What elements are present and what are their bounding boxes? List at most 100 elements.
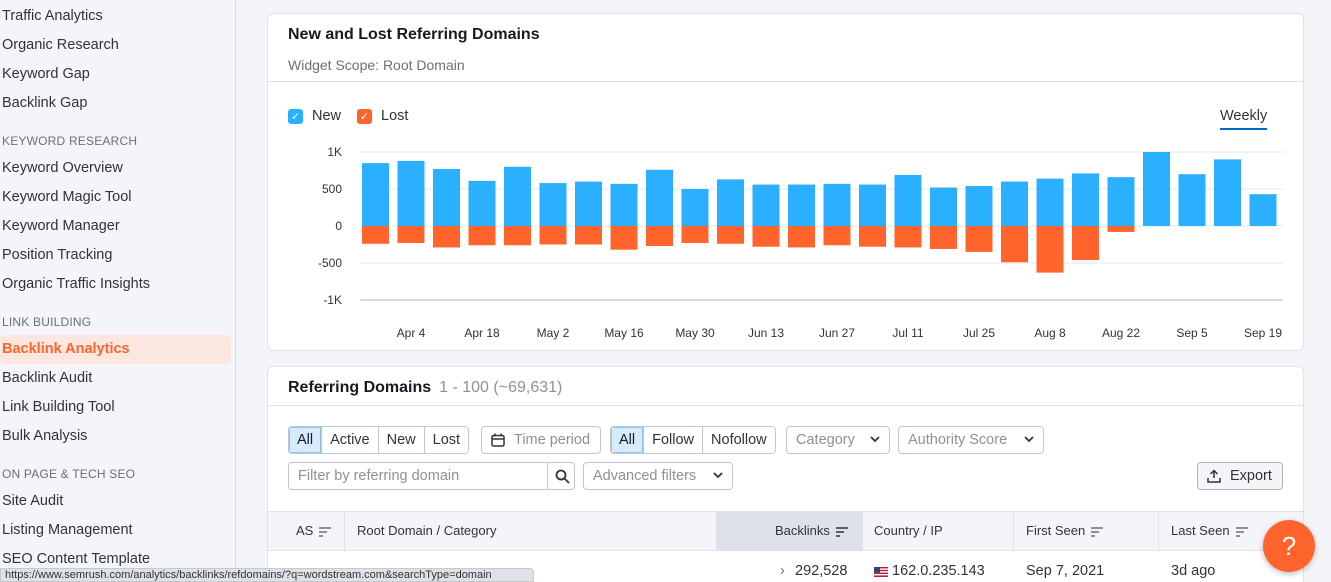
bar-new[interactable] [646, 169, 673, 226]
sidebar-item-keyword-manager[interactable]: Keyword Manager [2, 218, 120, 234]
bar-new[interactable] [610, 183, 638, 226]
authority-score-dropdown[interactable]: Authority Score [898, 426, 1044, 454]
bar-lost[interactable] [681, 226, 709, 244]
bar-lost[interactable] [823, 226, 851, 246]
help-button[interactable]: ? [1263, 520, 1315, 572]
export-button[interactable]: Export [1197, 462, 1283, 490]
bar-lost[interactable] [1107, 226, 1135, 232]
bar-lost[interactable] [539, 226, 567, 245]
sidebar-item-site-audit[interactable]: Site Audit [2, 493, 64, 509]
link-filter-nofollow[interactable]: Nofollow [703, 427, 775, 453]
sidebar-item-listing-management[interactable]: Listing Management [2, 522, 133, 538]
bar-new[interactable] [1249, 194, 1277, 226]
bar-new[interactable] [1214, 159, 1241, 226]
bar-new[interactable] [859, 184, 886, 226]
bar-new[interactable] [788, 184, 815, 226]
advanced-filters-dropdown[interactable]: Advanced filters [583, 462, 733, 490]
bar-lost[interactable] [362, 226, 389, 244]
bar-new[interactable] [539, 183, 567, 226]
bar-new[interactable] [930, 187, 957, 226]
legend-lost[interactable]: ✓ Lost [357, 108, 408, 124]
x-tick-label: Jul 11 [892, 326, 923, 340]
bar-new[interactable] [1072, 173, 1099, 226]
bar-lost[interactable] [1036, 226, 1064, 273]
sidebar-item-seo-content-template[interactable]: SEO Content Template [2, 551, 151, 567]
filter-lost[interactable]: Lost [424, 427, 469, 453]
bar-lost[interactable] [930, 226, 957, 249]
sidebar-item-backlink-gap[interactable]: Backlink Gap [2, 95, 88, 111]
sidebar-item-position-tracking[interactable]: Position Tracking [2, 247, 113, 263]
bar-lost[interactable] [717, 226, 744, 244]
column-backlinks[interactable]: Backlinks [716, 512, 862, 551]
sidebar-item-bulk-analysis[interactable]: Bulk Analysis [2, 428, 88, 444]
time-period-button[interactable]: Time period [481, 426, 601, 454]
bar-lost[interactable] [894, 226, 922, 248]
x-tick-label: Jun 27 [819, 326, 855, 340]
backlinks-value[interactable]: 292,528 [795, 563, 848, 579]
sort-icon[interactable] [319, 526, 332, 537]
filter-active[interactable]: Active [322, 427, 379, 453]
sidebar-item-keyword-overview[interactable]: Keyword Overview [2, 160, 123, 176]
bar-lost[interactable] [504, 226, 531, 246]
column-last-seen[interactable]: Last Seen [1171, 512, 1248, 551]
domain-search-input[interactable]: Filter by referring domain [288, 462, 575, 490]
sidebar-item-backlink-audit[interactable]: Backlink Audit [2, 370, 93, 386]
bar-lost[interactable] [610, 226, 638, 250]
bar-new[interactable] [965, 186, 993, 226]
legend-new[interactable]: ✓ New [288, 108, 341, 124]
bar-new[interactable] [1143, 152, 1170, 226]
bar-lost[interactable] [859, 226, 886, 247]
column-first-seen[interactable]: First Seen [1026, 512, 1104, 551]
chevron-right-icon[interactable]: › [780, 563, 785, 579]
bar-new[interactable] [1001, 181, 1028, 226]
bar-new[interactable] [1178, 174, 1206, 226]
bar-lost[interactable] [1001, 226, 1028, 263]
column-as[interactable]: AS [296, 512, 332, 551]
sidebar-item-link-building-tool[interactable]: Link Building Tool [2, 399, 115, 415]
bar-new[interactable] [468, 180, 496, 226]
sidebar-item-keyword-magic-tool[interactable]: Keyword Magic Tool [2, 189, 132, 205]
x-tick-label: Jun 13 [748, 326, 784, 340]
column-country-ip[interactable]: Country / IP [874, 512, 943, 551]
checkbox-checked-icon[interactable]: ✓ [357, 108, 372, 124]
filter-new[interactable]: New [378, 427, 425, 453]
bar-new[interactable] [504, 166, 531, 226]
bar-new[interactable] [894, 174, 922, 226]
checkbox-checked-icon[interactable]: ✓ [288, 108, 303, 124]
filter-all[interactable]: All [289, 427, 323, 453]
sort-icon[interactable] [1091, 526, 1104, 537]
bar-new[interactable] [717, 179, 744, 226]
sort-icon[interactable] [1235, 526, 1248, 537]
bar-lost[interactable] [646, 226, 673, 246]
referring-title-text: Referring Domains [288, 379, 432, 396]
bar-new[interactable] [397, 160, 425, 226]
bar-lost[interactable] [788, 226, 815, 248]
bar-lost[interactable] [752, 226, 780, 247]
sidebar-item-organic-traffic-insights[interactable]: Organic Traffic Insights [2, 276, 151, 292]
bar-new[interactable] [681, 189, 709, 226]
bar-lost[interactable] [433, 226, 460, 248]
sidebar-item-keyword-gap[interactable]: Keyword Gap [2, 66, 90, 82]
bar-new[interactable] [433, 169, 460, 226]
link-filter-all[interactable]: All [611, 427, 645, 453]
sidebar-item-organic-research[interactable]: Organic Research [2, 37, 119, 53]
category-dropdown[interactable]: Category [786, 426, 890, 454]
search-button[interactable] [547, 462, 577, 490]
bar-new[interactable] [823, 183, 851, 226]
bar-new[interactable] [1036, 178, 1064, 226]
bar-new[interactable] [752, 184, 780, 226]
period-weekly-tab[interactable]: Weekly [1220, 108, 1268, 130]
sort-icon[interactable] [835, 526, 848, 537]
column-root-domain[interactable]: Root Domain / Category [357, 512, 496, 551]
link-filter-follow[interactable]: Follow [644, 427, 704, 453]
bar-new[interactable] [362, 163, 389, 226]
bar-new[interactable] [1107, 177, 1135, 226]
sidebar-item-traffic-analytics[interactable]: Traffic Analytics [2, 8, 103, 24]
bar-lost[interactable] [397, 226, 425, 244]
bar-lost[interactable] [468, 226, 496, 246]
bar-lost[interactable] [965, 226, 993, 252]
bar-lost[interactable] [575, 226, 602, 245]
bar-lost[interactable] [1072, 226, 1099, 261]
sidebar-item-backlink-analytics[interactable]: Backlink Analytics [0, 335, 231, 364]
bar-new[interactable] [575, 181, 602, 226]
